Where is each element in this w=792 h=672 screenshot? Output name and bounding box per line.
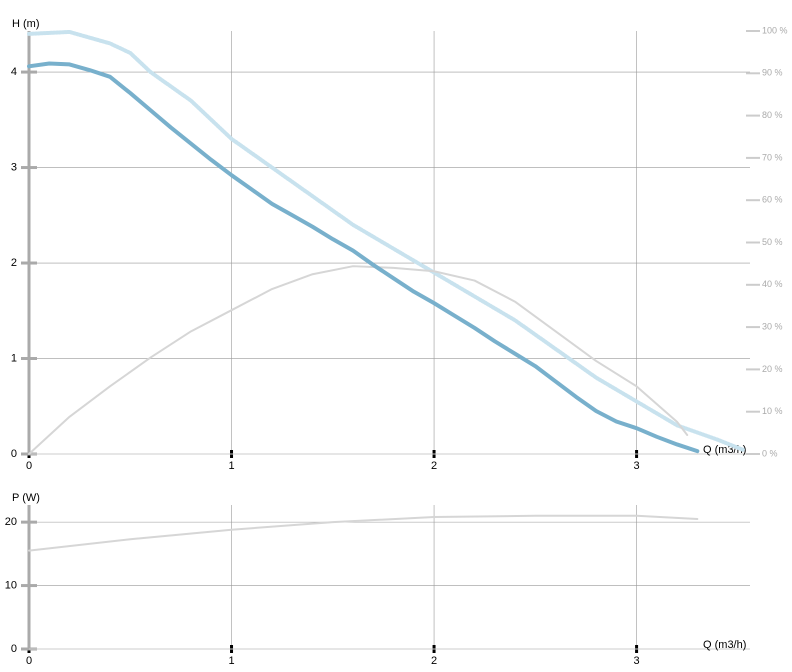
x-tick-label: 1	[228, 655, 234, 667]
series-line	[28, 514, 699, 552]
y2-tick-label: 80 %	[762, 110, 783, 120]
series-line	[27, 61, 700, 454]
y-axis-label: H (m)	[12, 18, 40, 30]
x-tick-label: 2	[431, 655, 437, 667]
y-tick-label: 3	[11, 161, 17, 173]
y-tick-label: 20	[5, 516, 17, 528]
series-line	[27, 29, 746, 453]
x-axis-label: Q (m3/h)	[703, 639, 746, 651]
y2-tick-label: 90 %	[762, 68, 783, 78]
y2-tick-label: 100 %	[762, 25, 788, 35]
y-tick-label: 0	[11, 643, 17, 655]
y2-tick-label: 40 %	[762, 279, 783, 289]
y2-tick-label: 20 %	[762, 364, 783, 374]
x-tick-label: 3	[634, 460, 640, 472]
y2-tick-label: 60 %	[762, 195, 783, 205]
y2-tick-label: 50 %	[762, 237, 783, 247]
series-line	[28, 265, 689, 455]
y-tick-label: 2	[11, 257, 17, 269]
x-tick-label: 0	[26, 460, 32, 472]
y2-tick-label: 10 %	[762, 406, 783, 416]
x-tick-label: 3	[634, 655, 640, 667]
x-tick-label: 1	[228, 460, 234, 472]
y-tick-label: 1	[11, 352, 17, 364]
y-tick-label: 0	[11, 448, 17, 460]
y2-tick-label: 30 %	[762, 321, 783, 331]
y-tick-label: 4	[11, 66, 17, 78]
x-tick-label: 0	[26, 655, 32, 667]
x-tick-label: 2	[431, 460, 437, 472]
y2-tick-label: 70 %	[762, 152, 783, 162]
y2-tick-label: 0 %	[762, 448, 778, 458]
y-tick-label: 10	[5, 579, 17, 591]
y-axis-label: P (W)	[12, 492, 40, 504]
